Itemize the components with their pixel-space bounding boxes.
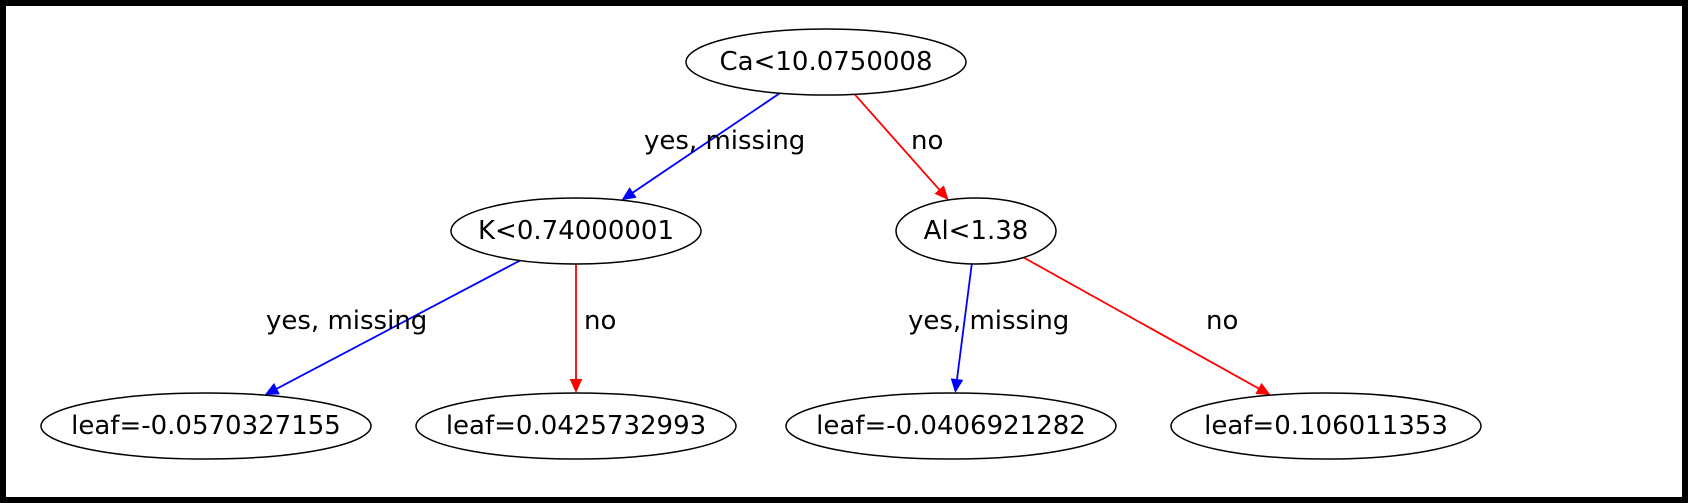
edge-label: no — [1206, 306, 1238, 336]
edge-label: yes, missing — [644, 126, 805, 156]
edge-arrowhead — [621, 187, 636, 200]
edge-label: yes, missing — [908, 306, 1069, 336]
node-label: Ca<10.0750008 — [719, 47, 932, 77]
node-label: K<0.74000001 — [478, 216, 674, 246]
edge-arrowhead — [951, 378, 963, 393]
edge-arrowhead — [1255, 383, 1270, 395]
edge-label: yes, missing — [266, 306, 427, 336]
node-label: leaf=-0.0570327155 — [71, 411, 341, 441]
node-label: Al<1.38 — [924, 216, 1029, 246]
node-label: leaf=-0.0406921282 — [816, 411, 1086, 441]
edge-label: no — [911, 126, 943, 156]
node-label: leaf=0.106011353 — [1204, 411, 1448, 441]
edge-arrowhead — [570, 379, 583, 393]
edge-label: no — [584, 306, 616, 336]
node-label: leaf=0.0425732993 — [446, 411, 706, 441]
tree-diagram: Ca<10.0750008 K<0.74000001 Al<1.38 leaf=-0.… — [0, 0, 1688, 503]
